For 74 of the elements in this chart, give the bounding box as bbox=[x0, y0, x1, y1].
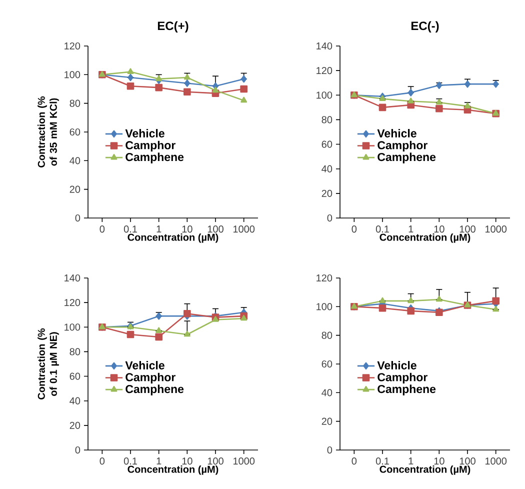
x-tick-label: 1 bbox=[156, 226, 162, 232]
legend-label: Camphor bbox=[378, 140, 428, 152]
x-tick-label: 100 bbox=[208, 226, 224, 233]
y-tick-label: 120 bbox=[316, 67, 332, 74]
x-tick-label: 100 bbox=[208, 458, 224, 465]
y-tick-label: 60 bbox=[322, 140, 332, 148]
x-tick-label: 1 bbox=[408, 458, 414, 464]
x-axis-title: Concentration (µM) bbox=[380, 233, 470, 243]
y-tick-label: 20 bbox=[70, 186, 80, 193]
legend-label: Camphor bbox=[378, 372, 428, 384]
x-tick-label: 0.1 bbox=[124, 458, 137, 465]
y-tick-label: 20 bbox=[322, 190, 332, 197]
y-tick-label: 60 bbox=[322, 360, 332, 368]
x-tick-label: 1000 bbox=[485, 458, 507, 465]
x-tick-label: 1000 bbox=[233, 226, 255, 233]
y-tick-label: 20 bbox=[70, 422, 80, 429]
legend-label: Vehicle bbox=[125, 361, 164, 370]
x-axis-title: Concentration (µM) bbox=[128, 233, 218, 243]
y-axis-title: Contraction (% of 0.1 µM NE) bbox=[38, 328, 59, 400]
y-tick-label: 0 bbox=[327, 446, 332, 454]
y-tick-label: 60 bbox=[70, 128, 80, 136]
y-tick-label: 80 bbox=[322, 332, 332, 339]
x-tick-label: 0 bbox=[352, 458, 357, 465]
x-tick-label: 10 bbox=[182, 458, 192, 465]
y-tick-label: 40 bbox=[322, 389, 332, 396]
x-axis-title: Concentration (µM) bbox=[128, 465, 218, 475]
x-tick-label: 10 bbox=[434, 226, 444, 233]
legend-label: Vehicle bbox=[377, 361, 416, 370]
y-tick-label: 80 bbox=[70, 100, 80, 107]
x-tick-label: 10 bbox=[182, 226, 192, 233]
x-tick-label: 0.1 bbox=[124, 226, 137, 233]
y-tick-label: 100 bbox=[64, 324, 80, 331]
y-tick-label: 100 bbox=[64, 71, 80, 78]
y-tick-label: 0 bbox=[75, 214, 80, 222]
y-tick-label: 120 bbox=[64, 299, 80, 306]
y-tick-label: 20 bbox=[322, 418, 332, 425]
x-tick-label: 0.1 bbox=[376, 226, 389, 233]
x-tick-label: 1 bbox=[156, 458, 162, 464]
y-tick-label: 120 bbox=[316, 274, 332, 282]
y-tick-label: 60 bbox=[70, 372, 80, 380]
y-tick-label: 0 bbox=[327, 214, 332, 222]
y-tick-label: 100 bbox=[316, 92, 332, 99]
x-tick-label: 1000 bbox=[485, 226, 507, 233]
x-tick-label: 10 bbox=[434, 458, 444, 465]
legend-label: Camphor bbox=[126, 140, 176, 152]
legend-label: Vehicle bbox=[377, 129, 416, 138]
y-tick-label: 40 bbox=[70, 397, 80, 404]
y-tick-label: 80 bbox=[70, 348, 80, 356]
chart-title: EC(+) bbox=[158, 21, 188, 32]
y-tick-label: 140 bbox=[316, 42, 332, 50]
x-tick-label: 100 bbox=[460, 226, 476, 233]
x-tick-label: 0 bbox=[100, 458, 105, 465]
y-tick-label: 140 bbox=[64, 274, 80, 282]
legend-label: Vehicle bbox=[125, 129, 164, 138]
y-tick-label: 120 bbox=[64, 42, 80, 50]
legend-label: Camphene bbox=[126, 152, 184, 164]
chart-title: EC(-) bbox=[411, 21, 439, 32]
x-tick-label: 100 bbox=[460, 458, 476, 465]
legend-label: Camphene bbox=[378, 384, 436, 396]
x-tick-label: 0 bbox=[100, 226, 105, 233]
y-tick-label: 100 bbox=[316, 303, 332, 310]
legend-label: Camphor bbox=[126, 372, 176, 384]
x-tick-label: 1000 bbox=[233, 458, 255, 465]
x-axis-title: Concentration (µM) bbox=[380, 465, 470, 475]
x-tick-label: 0.1 bbox=[376, 458, 389, 465]
y-tick-label: 0 bbox=[75, 446, 80, 454]
y-axis-title: Contraction (% of 35 mM KCl) bbox=[38, 96, 59, 168]
y-tick-label: 40 bbox=[322, 165, 332, 172]
legend-label: Camphene bbox=[126, 384, 184, 396]
y-tick-label: 80 bbox=[322, 116, 332, 124]
legend-label: Camphene bbox=[378, 152, 436, 164]
x-tick-label: 1 bbox=[408, 226, 414, 232]
y-tick-label: 40 bbox=[70, 157, 80, 164]
x-tick-label: 0 bbox=[352, 226, 357, 233]
